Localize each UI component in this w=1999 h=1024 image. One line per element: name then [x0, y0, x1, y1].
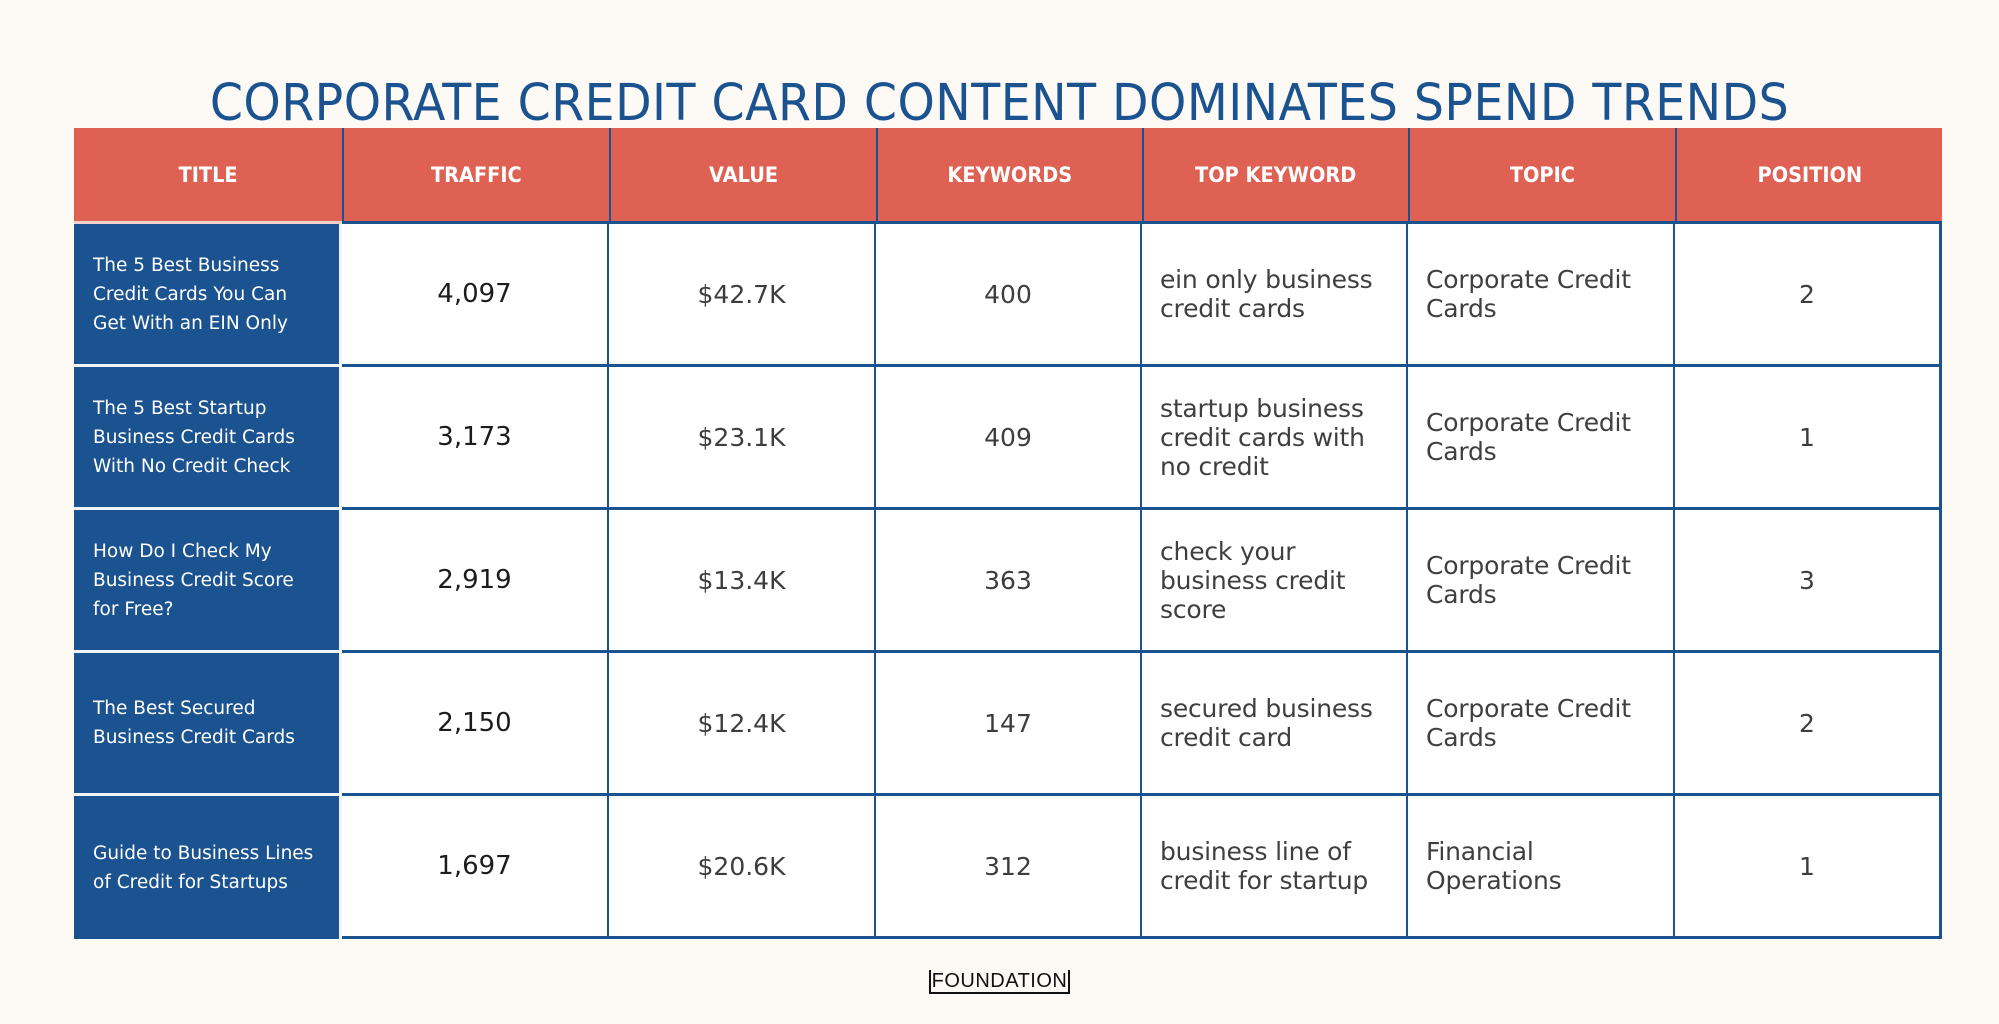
column-header-traffic: TRAFFIC [342, 128, 609, 224]
traffic-cell: 3,173 [342, 367, 609, 510]
page-title: CORPORATE CREDIT CARD CONTENT DOMINATES … [209, 74, 1790, 134]
traffic-cell: 2,150 [342, 653, 609, 796]
position-cell: 2 [1675, 224, 1942, 367]
topic-cell: Corporate Credit Cards [1408, 367, 1675, 510]
column-header-label: TRAFFIC [431, 162, 522, 187]
traffic-cell: 1,697 [342, 796, 609, 939]
row-title-cell: The 5 Best Startup Business Credit Cards… [74, 367, 342, 510]
column-header-label: TITLE [178, 162, 238, 187]
position-cell: 1 [1675, 796, 1942, 939]
keywords-cell: 147 [876, 653, 1142, 796]
column-header-label: TOPIC [1509, 162, 1576, 187]
column-header-label: TOP KEYWORD [1195, 162, 1357, 187]
keywords-cell: 400 [876, 224, 1142, 367]
row-title-cell: The Best Secured Business Credit Cards [74, 653, 342, 796]
top-keyword-cell: check your business credit score [1142, 510, 1408, 653]
topic-cell: Corporate Credit Cards [1408, 224, 1675, 367]
row-title-cell: How Do I Check My Business Credit Score … [74, 510, 342, 653]
value-cell: $13.4K [609, 510, 876, 653]
value-cell: $12.4K [609, 653, 876, 796]
column-header-top-keyword: TOP KEYWORD [1142, 128, 1408, 224]
footer: FOUNDATION [0, 970, 1999, 994]
keywords-cell: 363 [876, 510, 1142, 653]
value-cell: $20.6K [609, 796, 876, 939]
position-cell: 1 [1675, 367, 1942, 510]
data-table: TITLE TRAFFIC VALUE KEYWORDS TOP KEYWORD… [74, 128, 1942, 939]
column-header-label: POSITION [1757, 162, 1862, 187]
traffic-cell: 2,919 [342, 510, 609, 653]
foundation-logo: FOUNDATION [928, 970, 1071, 994]
column-header-topic: TOPIC [1408, 128, 1675, 224]
column-header-keywords: KEYWORDS [876, 128, 1142, 224]
column-header-title: TITLE [74, 128, 342, 224]
keywords-cell: 409 [876, 367, 1142, 510]
top-keyword-cell: ein only business credit cards [1142, 224, 1408, 367]
row-title-cell: The 5 Best Business Credit Cards You Can… [74, 224, 342, 367]
column-header-value: VALUE [609, 128, 876, 224]
traffic-cell: 4,097 [342, 224, 609, 367]
top-keyword-cell: business line of credit for startup [1142, 796, 1408, 939]
value-cell: $23.1K [609, 367, 876, 510]
position-cell: 3 [1675, 510, 1942, 653]
top-keyword-cell: startup business credit cards with no cr… [1142, 367, 1408, 510]
column-header-label: VALUE [708, 162, 779, 187]
value-cell: $42.7K [609, 224, 876, 367]
top-keyword-cell: secured business credit card [1142, 653, 1408, 796]
row-title-cell: Guide to Business Lines of Credit for St… [74, 796, 342, 939]
keywords-cell: 312 [876, 796, 1142, 939]
topic-cell: Corporate Credit Cards [1408, 653, 1675, 796]
column-header-label: KEYWORDS [947, 162, 1073, 187]
topic-cell: Corporate Credit Cards [1408, 510, 1675, 653]
column-header-position: POSITION [1675, 128, 1942, 224]
position-cell: 2 [1675, 653, 1942, 796]
topic-cell: Financial Operations [1408, 796, 1675, 939]
